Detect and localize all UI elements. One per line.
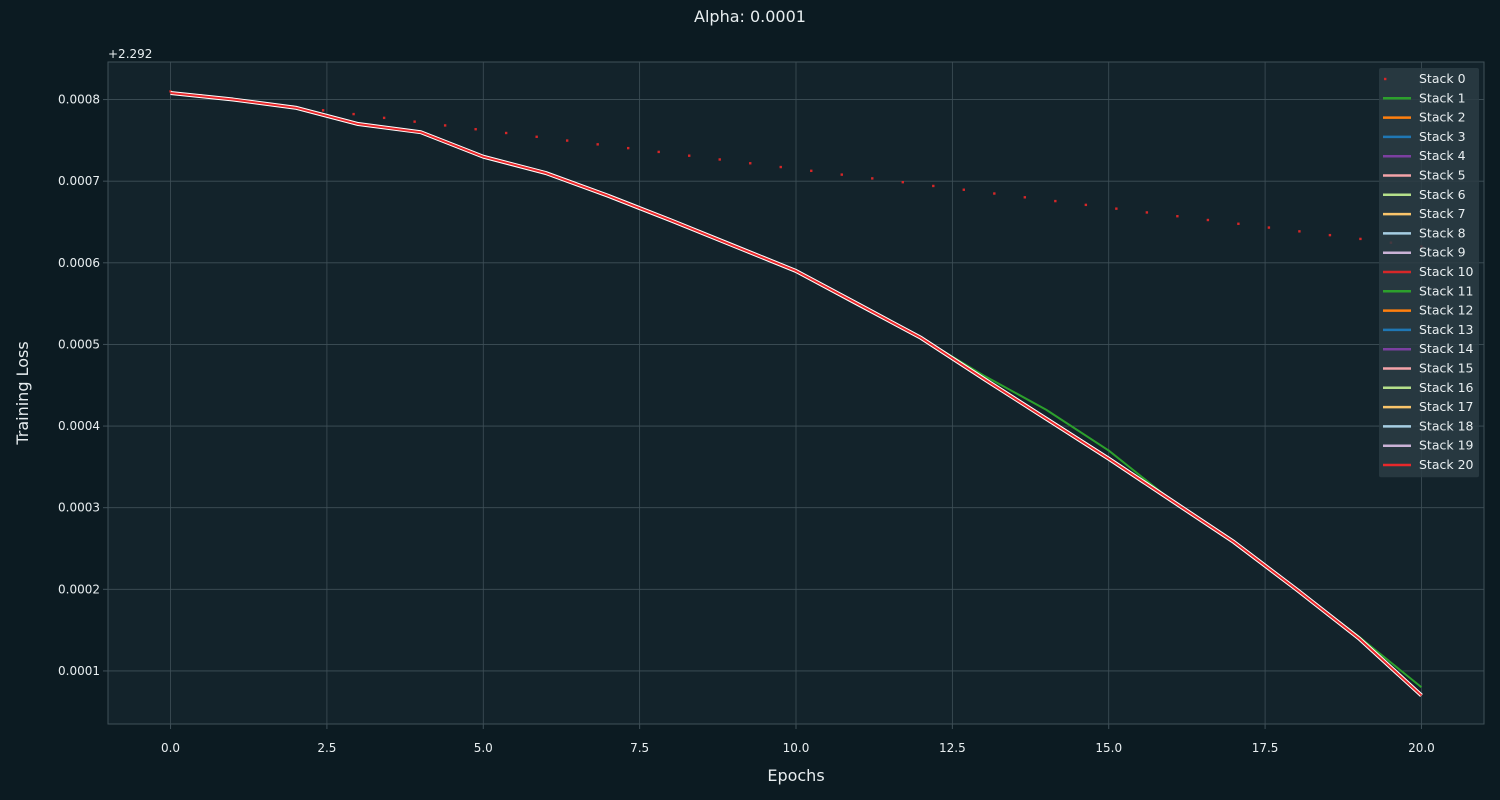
y-tick-label: 0.0001 [58,664,100,678]
chart-title: Alpha: 0.0001 [694,7,806,26]
legend-label-stack-20: Stack 20 [1419,457,1474,472]
stack-0-point [1145,211,1149,214]
stack-0-point [565,139,569,142]
legend-label-stack-6: Stack 6 [1419,187,1466,202]
legend-label-stack-16: Stack 16 [1419,380,1474,395]
legend-label-stack-5: Stack 5 [1419,168,1466,183]
series-stack-0 [169,90,1423,248]
stack-0-point [443,124,447,127]
stack-0-point [504,131,508,135]
x-tick-label: 2.5 [317,741,336,755]
stack-0-point [1359,237,1362,241]
series-stack-20 [170,92,1423,697]
stack-0-point [810,169,813,173]
y-tick-label: 0.0006 [58,256,100,270]
stack-0-point [718,158,721,161]
stack-0-point [1023,196,1027,199]
legend-label-stack-3: Stack 3 [1419,129,1466,144]
stack-0-point [962,188,966,191]
legend-label-stack-4: Stack 4 [1419,148,1466,163]
x-tick-label: 0.0 [161,741,180,755]
series-layer [169,90,1423,697]
legend-label-stack-12: Stack 12 [1419,303,1474,318]
y-tick-label: 0.0002 [58,582,100,596]
y-tick-label: 0.0003 [58,501,100,515]
stack-0-point [352,112,355,116]
y-tick-label: 0.0007 [58,174,100,188]
x-tick-label: 12.5 [939,741,966,755]
legend-label-stack-7: Stack 7 [1419,206,1466,221]
stack-0-point [688,154,691,157]
stack-0-point [1298,230,1301,233]
x-tick-label: 5.0 [474,741,493,755]
y-axis-ticks: 0.0001 0.0002 0.0003 0.0004 0.0005 0.0006 0.00… [58,93,108,678]
stack-0-point [1176,215,1179,218]
legend: Stack 0 Stack 1 Stack 2 Stack 3 Stack 4 Stack… [1379,68,1479,478]
x-axis-ticks: 0.0 2.5 5.0 7.5 10.0 12.5 15.0 17.5 20.0 [161,724,1435,755]
stack-0-point [993,192,996,195]
stack-0-point [779,165,782,169]
legend-label-stack-10: Stack 10 [1419,264,1474,279]
x-axis-label: Epochs [767,766,824,785]
y-axis-offset-label: +2.292 [108,47,152,61]
stack-0-point [1267,226,1271,229]
stack-0-point [626,146,630,150]
stack-0-point [1206,218,1210,222]
legend-label-stack-2: Stack 2 [1419,110,1466,125]
legend-label-stack-1: Stack 1 [1419,90,1466,105]
stack-0-point [1328,233,1332,237]
stack-0-point [1054,199,1057,203]
x-tick-label: 7.5 [630,741,649,755]
stack-0-point [840,173,843,176]
stack-0-point [535,135,538,138]
legend-label-stack-19: Stack 19 [1419,438,1474,453]
legend-label-stack-14: Stack 14 [1419,341,1474,356]
stack-0-point [382,116,386,120]
y-axis-label: Training Loss [13,341,32,445]
legend-marker-stack-0 [1384,77,1387,81]
stack-0-point [871,177,874,180]
legend-label-stack-11: Stack 11 [1419,283,1474,298]
legend-label-stack-17: Stack 17 [1419,399,1474,414]
legend-label-stack-0: Stack 0 [1419,71,1466,86]
x-tick-label: 10.0 [783,741,810,755]
stack-0-point [932,184,935,188]
legend-label-stack-13: Stack 13 [1419,322,1474,337]
stack-0-point [1237,222,1240,225]
stack-0-point [657,150,660,154]
x-tick-label: 20.0 [1408,741,1435,755]
legend-box [1379,68,1479,478]
x-tick-label: 17.5 [1252,741,1279,755]
x-tick-label: 15.0 [1095,741,1122,755]
stack-0-point [1115,207,1118,210]
legend-label-stack-15: Stack 15 [1419,361,1474,376]
y-tick-label: 0.0004 [58,419,100,433]
stack-0-point [1084,203,1088,207]
stack-0-point [169,90,172,93]
stack-0-point [321,109,325,112]
legend-label-stack-8: Stack 8 [1419,225,1466,240]
legend-label-stack-18: Stack 18 [1419,418,1474,433]
stack-0-point [596,143,599,146]
stack-0-point [413,120,416,123]
stack-0-point [474,128,477,131]
y-tick-label: 0.0005 [58,337,100,351]
plot-frame [107,61,1485,725]
stack-0-point [749,162,752,165]
grid-lines [108,62,1484,724]
legend-label-stack-9: Stack 9 [1419,245,1466,260]
stack-0-point [901,180,904,184]
y-tick-label: 0.0008 [58,93,100,107]
